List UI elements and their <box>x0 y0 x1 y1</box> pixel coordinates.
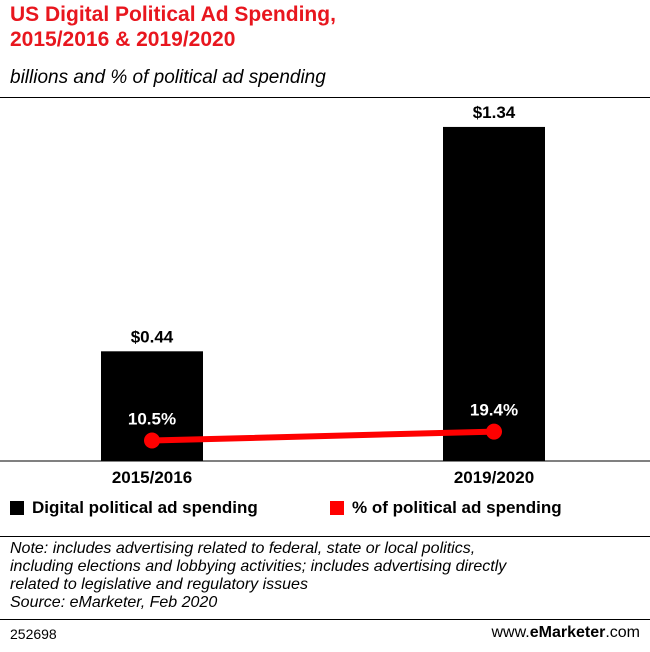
source-line: Source: eMarketer, Feb 2020 <box>10 594 218 611</box>
brand-suffix: .com <box>605 624 640 641</box>
note-block: Note: includes advertising related to fe… <box>10 540 640 612</box>
legend-item-bar: Digital political ad spending <box>10 496 258 520</box>
brand-name: eMarketer <box>529 624 606 641</box>
pct-label-1: 19.4% <box>470 401 518 420</box>
brand-prefix: www. <box>491 624 530 641</box>
legend-swatch-black <box>10 501 24 515</box>
title-line-2: 2015/2016 & 2019/2020 <box>10 28 236 51</box>
category-label-1: 2019/2020 <box>454 468 534 487</box>
legend-label-line: % of political ad spending <box>352 498 562 517</box>
pct-point-0 <box>144 432 160 449</box>
chart-subtitle: billions and % of political ad spending <box>10 67 326 88</box>
note-line-3: related to legislative and regulatory is… <box>10 576 308 593</box>
legend-label-bar: Digital political ad spending <box>32 498 258 517</box>
note-line-1: Note: includes advertising related to fe… <box>10 540 476 557</box>
category-label-0: 2015/2016 <box>112 468 192 487</box>
top-divider <box>0 97 650 98</box>
brand-link[interactable]: www.eMarketer.com <box>491 624 640 642</box>
bar-value-label-0: $0.44 <box>131 327 174 346</box>
legend-swatch-red <box>330 501 344 515</box>
note-divider <box>0 536 650 537</box>
note-line-2: including elections and lobbying activit… <box>10 558 507 575</box>
chart-title: US Digital Political Ad Spending, 2015/2… <box>10 2 640 52</box>
legend: Digital political ad spending % of polit… <box>10 496 640 522</box>
title-line-1: US Digital Political Ad Spending, <box>10 3 336 26</box>
pct-line <box>149 428 497 444</box>
pct-point-1 <box>486 423 502 440</box>
bar-1 <box>443 126 545 462</box>
legend-item-line: % of political ad spending <box>330 496 562 520</box>
chart-id: 252698 <box>10 626 57 642</box>
pct-label-0: 10.5% <box>128 410 176 429</box>
bar-value-label-1: $1.34 <box>473 103 516 122</box>
chart-area: $0.44 2015/2016 $1.34 2019/2020 10.5% 19.4% <box>0 103 650 487</box>
footer-divider <box>0 619 650 620</box>
